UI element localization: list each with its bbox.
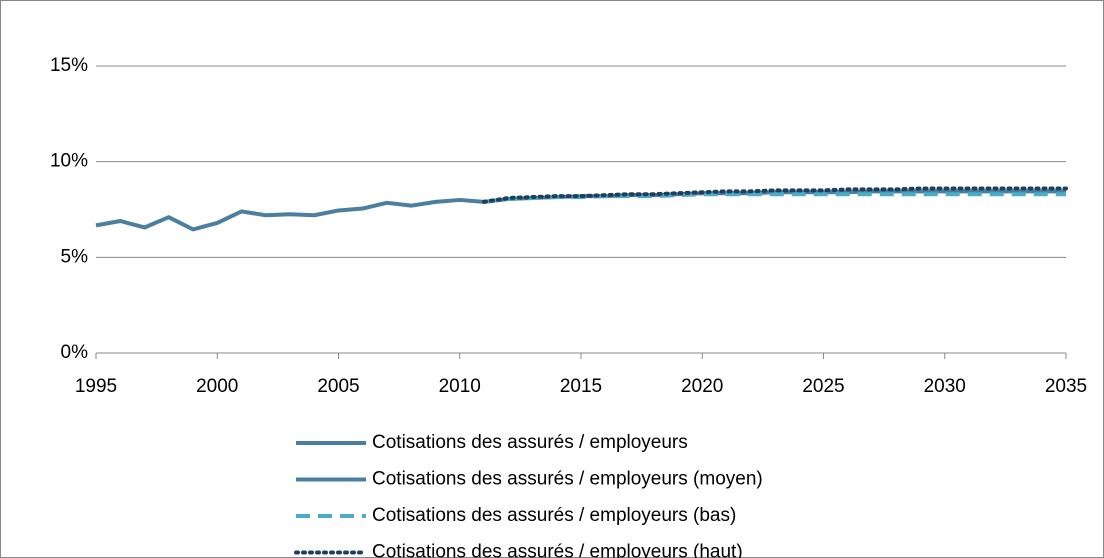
legend-label: Cotisations des assurés / employeurs (ha… bbox=[372, 542, 743, 558]
x-tick-label: 2035 bbox=[1045, 376, 1087, 397]
x-tick-label: 2000 bbox=[196, 376, 238, 397]
legend-label: Cotisations des assurés / employeurs (mo… bbox=[372, 469, 763, 490]
y-tick-label: 5% bbox=[61, 246, 89, 267]
y-tick-label: 15% bbox=[50, 55, 88, 76]
x-tick-label: 2020 bbox=[681, 376, 723, 397]
legend-label: Cotisations des assurés / employeurs bbox=[372, 432, 688, 453]
y-tick-label: 0% bbox=[61, 342, 89, 363]
y-tick-label: 10% bbox=[50, 151, 88, 172]
x-tick-label: 2005 bbox=[317, 376, 359, 397]
series-line bbox=[482, 186, 1068, 204]
x-tick-label: 1995 bbox=[75, 376, 117, 397]
x-tick-label: 2030 bbox=[924, 376, 966, 397]
series-line bbox=[95, 197, 485, 232]
legend-label: Cotisations des assurés / employeurs (ba… bbox=[372, 505, 736, 526]
x-tick-label: 2010 bbox=[439, 376, 481, 397]
x-tick-label: 2015 bbox=[560, 376, 602, 397]
x-tick-label: 2025 bbox=[802, 376, 844, 397]
